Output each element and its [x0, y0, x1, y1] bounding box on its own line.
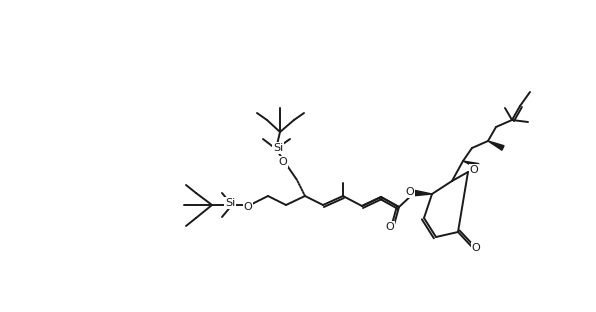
Text: O: O [278, 157, 287, 167]
Text: Si: Si [225, 198, 235, 208]
Text: O: O [386, 222, 395, 232]
Text: Si: Si [273, 143, 283, 153]
Polygon shape [414, 190, 432, 196]
Text: O: O [470, 165, 479, 175]
Text: O: O [244, 202, 252, 212]
Text: O: O [406, 187, 414, 197]
Text: O: O [471, 243, 480, 253]
Polygon shape [463, 161, 479, 168]
Polygon shape [488, 141, 504, 150]
